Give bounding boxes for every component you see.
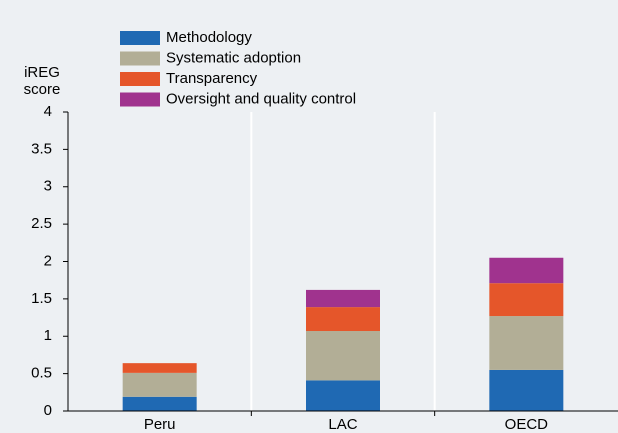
bar-segment (122, 372, 197, 397)
bar-segment (489, 369, 564, 411)
legend-swatch (120, 72, 160, 86)
bar-segment (489, 316, 564, 370)
y-tick-label: 1.5 (31, 290, 52, 307)
bar-segment (306, 380, 380, 411)
y-axis-label: iREG score (23, 64, 61, 98)
legend-swatch (120, 51, 160, 66)
legend-swatch (120, 31, 160, 45)
y-tick-label: 2.5 (31, 215, 52, 232)
y-tick-label: 4 (44, 103, 52, 120)
bar-segment (122, 396, 197, 411)
legend-label: Methodology (166, 29, 252, 46)
y-tick-label: 3 (44, 178, 52, 195)
y-tick-label: 3.5 (31, 140, 52, 157)
x-tick-label: LAC (328, 416, 357, 433)
legend-swatch (120, 92, 160, 107)
legend-label: Transparency (166, 70, 258, 87)
y-tick-label: 1 (44, 327, 52, 344)
bar-segment (122, 363, 197, 373)
y-tick-label: 0 (44, 402, 52, 419)
bar-segment (489, 257, 564, 284)
bar-segment (306, 307, 380, 332)
x-tick-label: Peru (144, 416, 176, 433)
x-tick-label: OECD (505, 416, 549, 433)
bar-segment (489, 283, 564, 317)
legend-label: Oversight and quality control (166, 90, 356, 107)
bar-segment (306, 331, 380, 381)
bar-segment (306, 289, 380, 308)
legend-label: Systematic adoption (166, 49, 301, 66)
y-tick-label: 0.5 (31, 365, 52, 382)
y-tick-label: 2 (44, 252, 52, 269)
